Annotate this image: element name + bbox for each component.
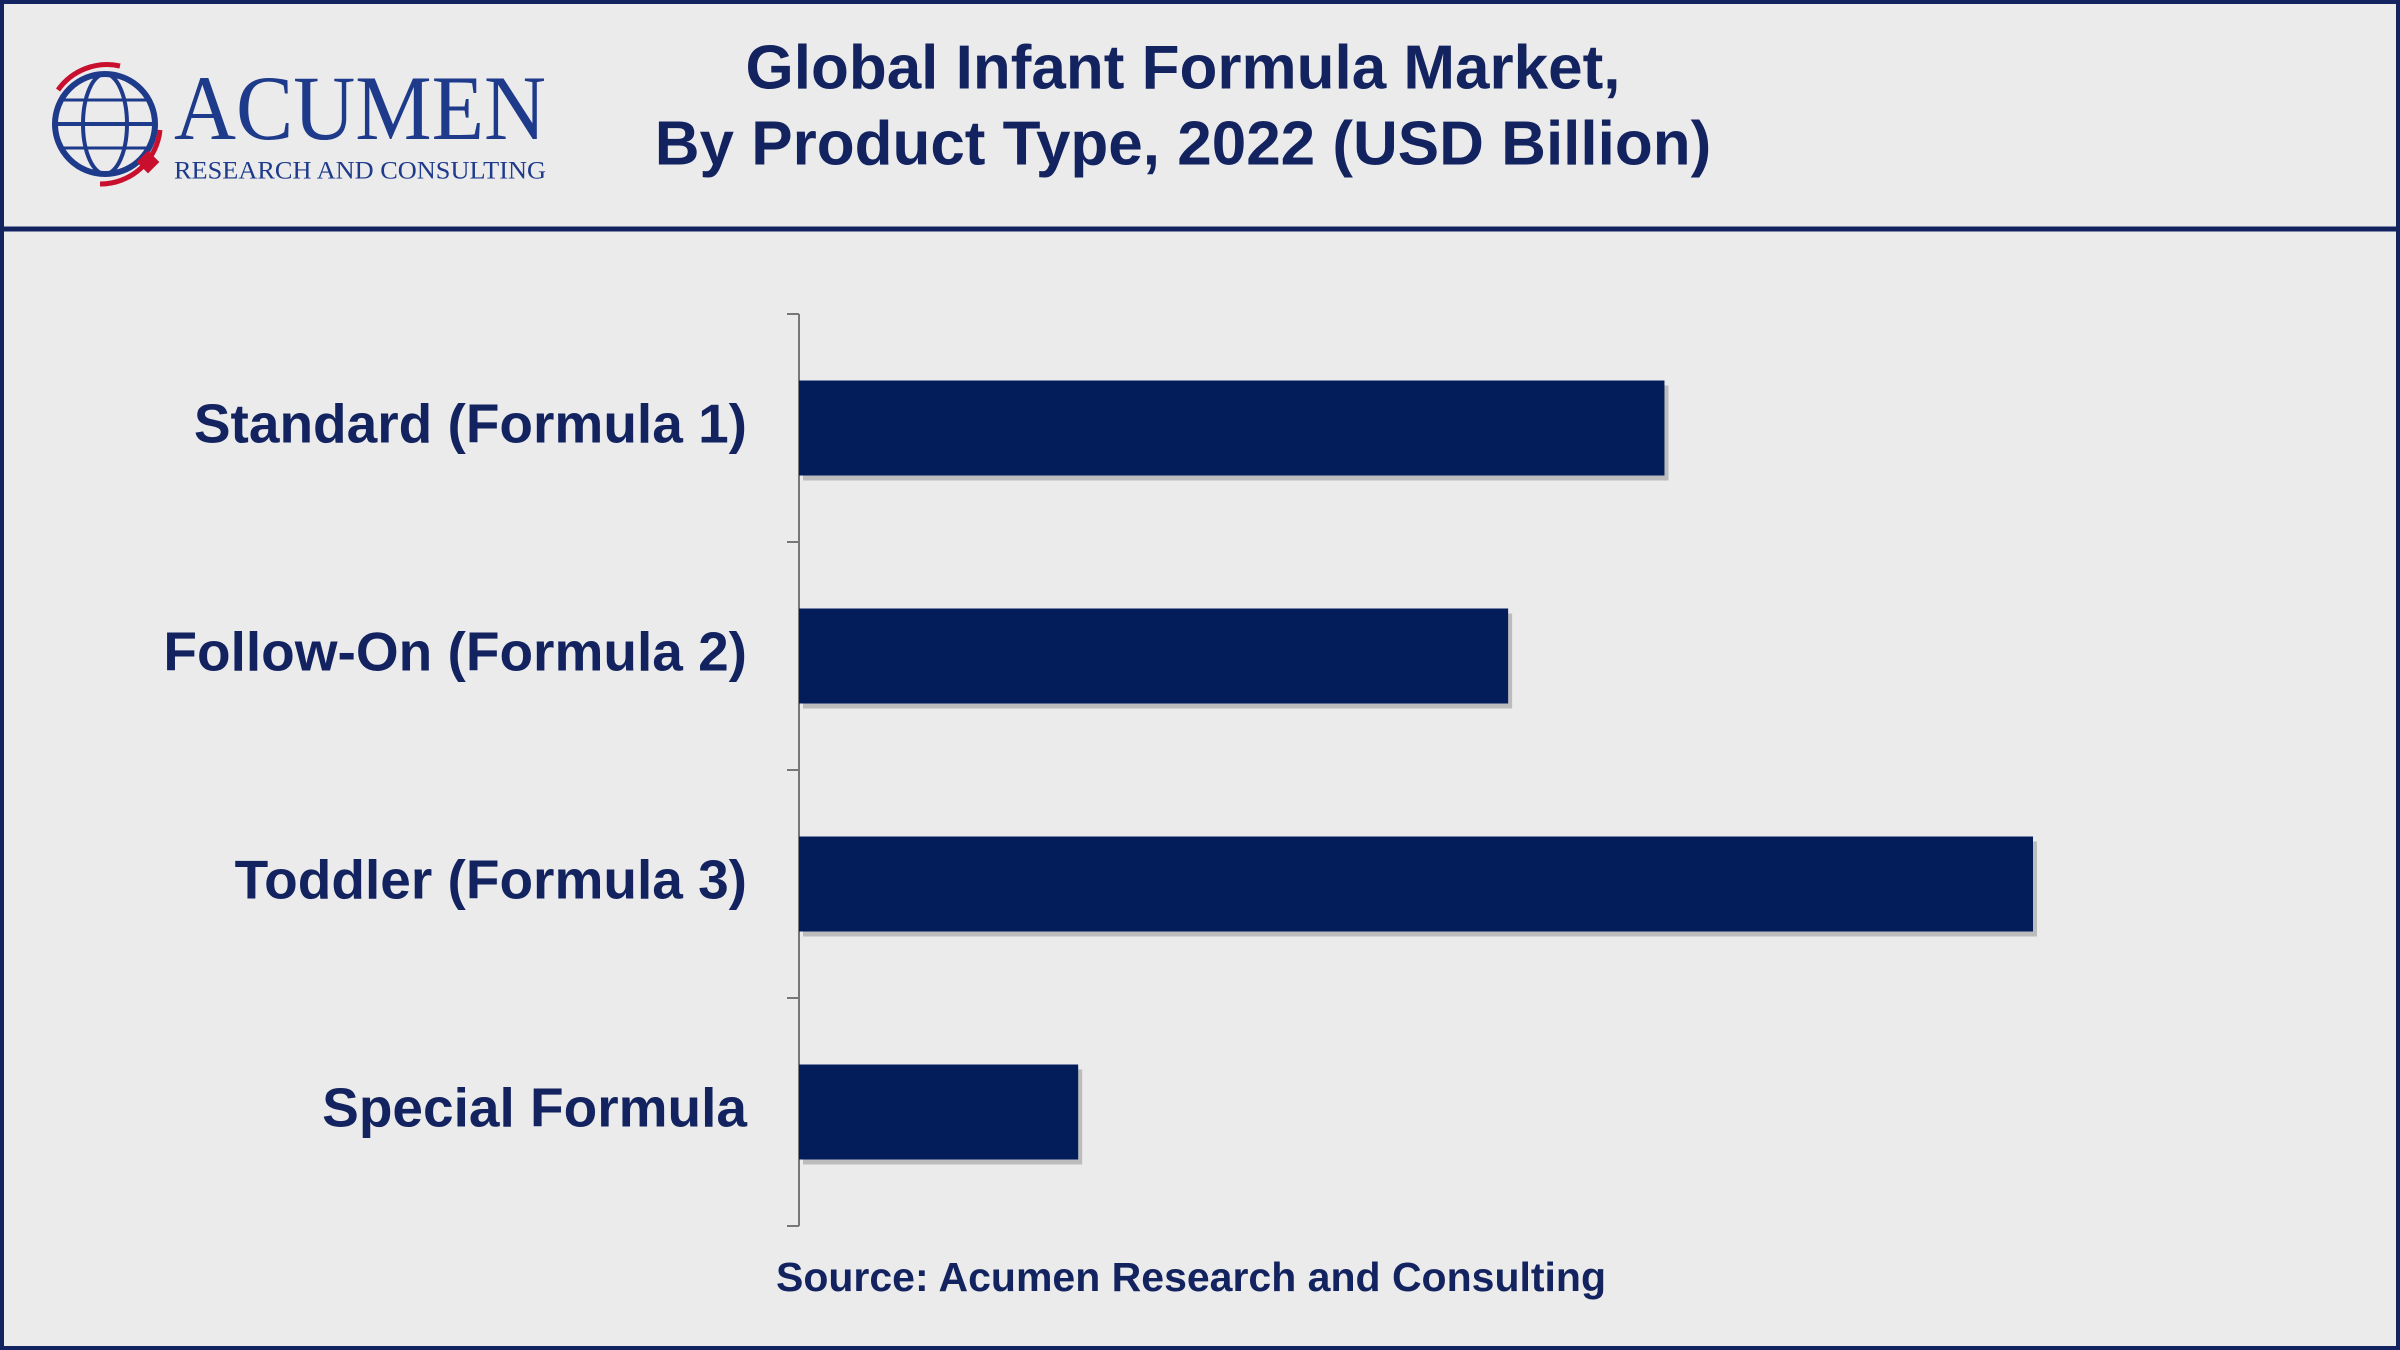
bar [799, 836, 2033, 932]
chart-title: By Product Type, 2022 (USD Billion) [655, 109, 1711, 178]
source-note: Source: Acumen Research and Consulting [776, 1254, 1606, 1300]
bar [799, 1064, 1079, 1160]
bar [799, 608, 1509, 704]
logo-name: ACUMEN [174, 57, 546, 159]
category-label: Toddler (Formula 3) [235, 849, 747, 911]
logo-tagline: RESEARCH AND CONSULTING [174, 158, 546, 185]
category-label: Standard (Formula 1) [194, 393, 747, 455]
chart-title: Global Infant Formula Market, [746, 33, 1621, 102]
category-label: Special Formula [322, 1077, 747, 1139]
logo-arc [99, 129, 163, 187]
logo: ACUMEN RESEARCH AND CONSULTING [52, 57, 546, 187]
logo-arc [55, 62, 121, 92]
category-label: Follow-On (Formula 2) [163, 621, 747, 683]
bar [799, 380, 1665, 476]
